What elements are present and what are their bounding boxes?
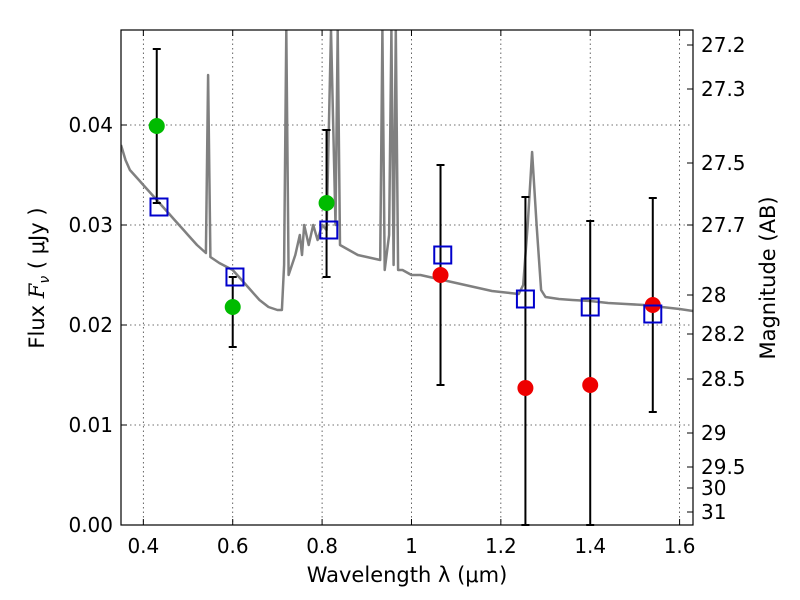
red-data-point: [432, 267, 449, 283]
y2-tick-label: 27.2: [701, 33, 746, 57]
y2-tick-label: 30: [701, 476, 726, 500]
model-square-marker: [580, 297, 600, 317]
template-spectrum: [121, 30, 693, 313]
template-spectrum-line: [121, 30, 693, 313]
y-axis-label-symbol: F: [25, 282, 49, 299]
y2-tick-label: 29: [701, 421, 726, 445]
y-tick-label: 0.02: [68, 313, 113, 337]
red-data-point: [582, 377, 599, 393]
model-square-marker: [149, 197, 169, 217]
y-tick-label: 0.03: [68, 213, 113, 237]
model-square-marker: [319, 220, 339, 240]
data-markers: [148, 118, 663, 396]
plot-frame: [120, 29, 694, 526]
green-data-point: [318, 195, 335, 211]
green-data-point: [224, 299, 241, 315]
plot-background: [121, 30, 693, 525]
model-square-marker: [433, 245, 453, 265]
y2-tick-label: 31: [701, 500, 726, 524]
y2-tick-label: 29.5: [701, 455, 746, 479]
y-axis-label-unit: ( μJy ): [25, 207, 49, 275]
y-axis-label-subscript: ν: [37, 276, 53, 284]
x-axis-label: Wavelength λ (μm): [307, 563, 508, 587]
y2-tick-label: 28: [701, 283, 726, 307]
axis-ticks: 0.4 0.6 0.8 1 1.2 1.4 1.6 0.00 0.01 0.02 0.03 0.04 2…: [68, 30, 746, 558]
right-axis-label: Magnitude (AB): [756, 196, 780, 359]
y-axis-label-prefix: Flux: [25, 298, 49, 348]
x-tick-label: 0.6: [217, 534, 249, 558]
y-tick-label: 0.04: [68, 113, 113, 137]
x-tick-label: 1: [405, 534, 418, 558]
x-tick-label: 1.2: [485, 534, 517, 558]
model-square-marker: [225, 267, 245, 287]
y2-tick-label: 28.2: [701, 322, 746, 346]
y2-tick-label: 28.5: [701, 367, 746, 391]
y2-tick-label: 27.7: [701, 213, 746, 237]
model-square-marker: [515, 289, 535, 309]
y2-tick-label: 27.5: [701, 151, 746, 175]
x-tick-label: 1.4: [574, 534, 606, 558]
y-axis-label: Flux Fν ( μJy ): [25, 207, 53, 348]
x-tick-label: 1.6: [664, 534, 696, 558]
x-tick-label: 0.8: [306, 534, 338, 558]
y-tick-label: 0.01: [68, 413, 113, 437]
red-data-point: [517, 380, 534, 396]
x-tick-label: 0.4: [127, 534, 159, 558]
green-data-point: [148, 118, 165, 134]
y-tick-label: 0.00: [68, 513, 113, 537]
y2-tick-label: 27.3: [701, 77, 746, 101]
model-square-marker: [643, 304, 663, 324]
